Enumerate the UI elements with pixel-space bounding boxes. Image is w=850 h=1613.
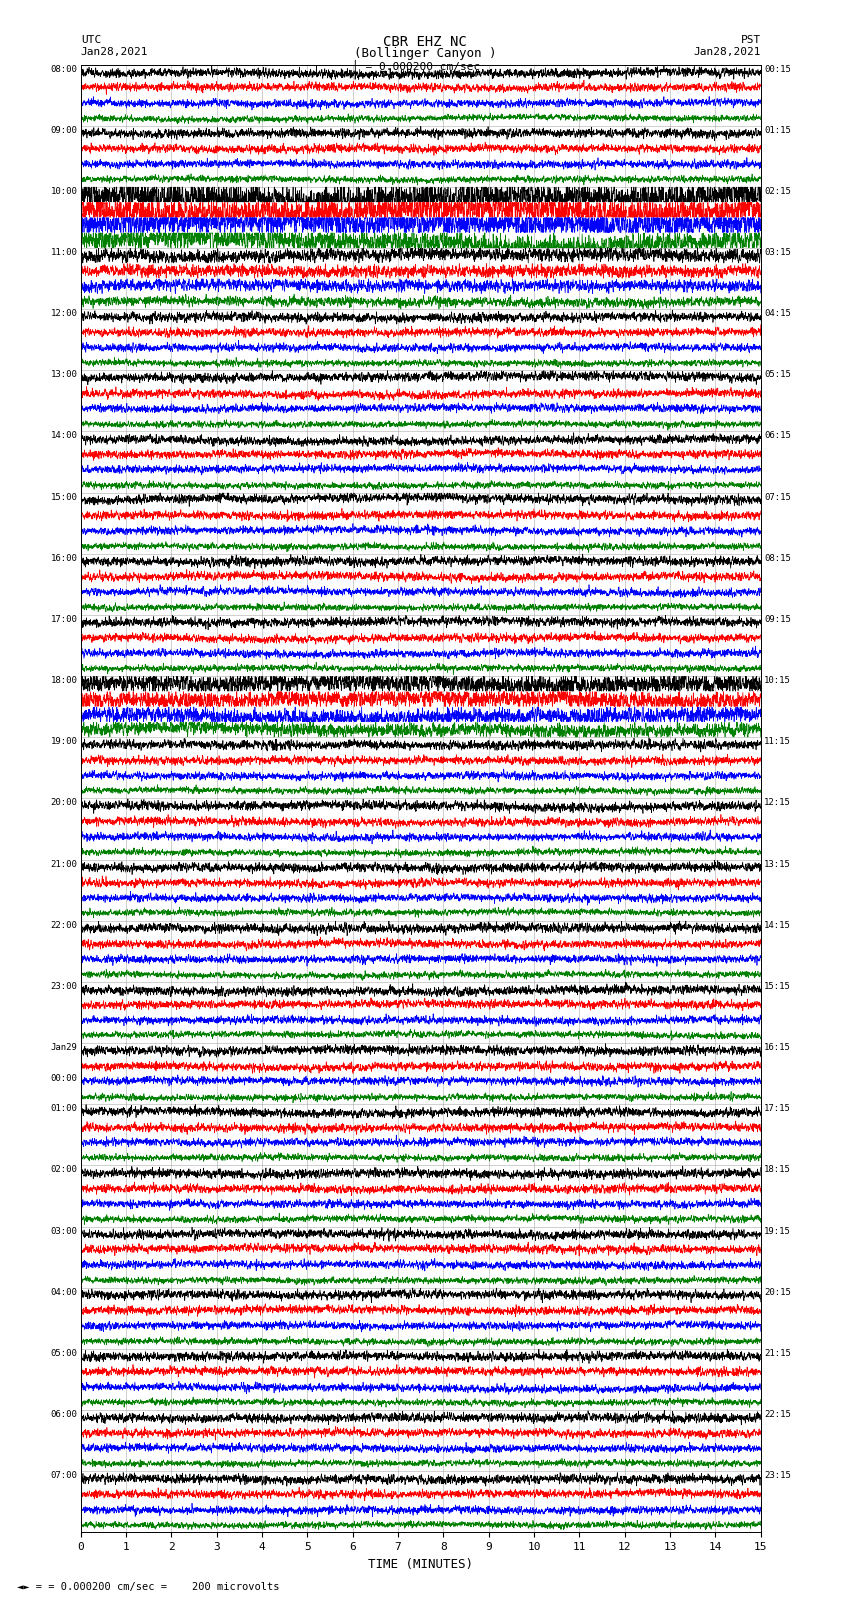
- Text: 05:00: 05:00: [50, 1348, 77, 1358]
- Text: 01:00: 01:00: [50, 1105, 77, 1113]
- Text: 17:00: 17:00: [50, 615, 77, 624]
- Text: 16:15: 16:15: [764, 1044, 791, 1052]
- Text: 06:15: 06:15: [764, 431, 791, 440]
- Text: Jan28,2021: Jan28,2021: [81, 47, 148, 56]
- Text: 00:00: 00:00: [50, 1074, 77, 1082]
- Text: 07:15: 07:15: [764, 492, 791, 502]
- X-axis label: TIME (MINUTES): TIME (MINUTES): [368, 1558, 473, 1571]
- Text: Jan29: Jan29: [50, 1044, 77, 1052]
- Text: 17:15: 17:15: [764, 1105, 791, 1113]
- Text: 11:00: 11:00: [50, 248, 77, 256]
- Text: Jan28,2021: Jan28,2021: [694, 47, 761, 56]
- Text: 23:00: 23:00: [50, 982, 77, 990]
- Text: 20:00: 20:00: [50, 798, 77, 808]
- Text: 12:15: 12:15: [764, 798, 791, 808]
- Text: 02:00: 02:00: [50, 1165, 77, 1174]
- Text: 00:15: 00:15: [764, 65, 791, 74]
- Text: 12:00: 12:00: [50, 310, 77, 318]
- Text: 14:00: 14:00: [50, 431, 77, 440]
- Text: 03:00: 03:00: [50, 1226, 77, 1236]
- Text: 19:00: 19:00: [50, 737, 77, 747]
- Text: 16:00: 16:00: [50, 553, 77, 563]
- Text: 06:00: 06:00: [50, 1410, 77, 1419]
- Text: 13:15: 13:15: [764, 860, 791, 868]
- Text: 18:15: 18:15: [764, 1165, 791, 1174]
- Text: 22:15: 22:15: [764, 1410, 791, 1419]
- Text: CBR EHZ NC: CBR EHZ NC: [383, 35, 467, 50]
- Text: (Bollinger Canyon ): (Bollinger Canyon ): [354, 47, 496, 60]
- Text: 09:15: 09:15: [764, 615, 791, 624]
- Text: 22:00: 22:00: [50, 921, 77, 929]
- Text: 11:15: 11:15: [764, 737, 791, 747]
- Text: ◄► = = 0.000200 cm/sec =    200 microvolts: ◄► = = 0.000200 cm/sec = 200 microvolts: [17, 1582, 280, 1592]
- Text: 08:15: 08:15: [764, 553, 791, 563]
- Text: 10:15: 10:15: [764, 676, 791, 686]
- Text: 05:15: 05:15: [764, 371, 791, 379]
- Text: 07:00: 07:00: [50, 1471, 77, 1481]
- Text: 03:15: 03:15: [764, 248, 791, 256]
- Text: 15:00: 15:00: [50, 492, 77, 502]
- Text: PST: PST: [740, 35, 761, 45]
- Text: 21:15: 21:15: [764, 1348, 791, 1358]
- Text: 09:00: 09:00: [50, 126, 77, 134]
- Text: 21:00: 21:00: [50, 860, 77, 868]
- Text: 01:15: 01:15: [764, 126, 791, 134]
- Text: 18:00: 18:00: [50, 676, 77, 686]
- Text: 13:00: 13:00: [50, 371, 77, 379]
- Text: 04:00: 04:00: [50, 1287, 77, 1297]
- Text: 23:15: 23:15: [764, 1471, 791, 1481]
- Text: 15:15: 15:15: [764, 982, 791, 990]
- Text: │ = 0.000200 cm/sec: │ = 0.000200 cm/sec: [353, 60, 480, 73]
- Text: 19:15: 19:15: [764, 1226, 791, 1236]
- Text: 04:15: 04:15: [764, 310, 791, 318]
- Text: UTC: UTC: [81, 35, 101, 45]
- Text: 20:15: 20:15: [764, 1287, 791, 1297]
- Text: 10:00: 10:00: [50, 187, 77, 195]
- Text: 08:00: 08:00: [50, 65, 77, 74]
- Text: 02:15: 02:15: [764, 187, 791, 195]
- Text: 14:15: 14:15: [764, 921, 791, 929]
